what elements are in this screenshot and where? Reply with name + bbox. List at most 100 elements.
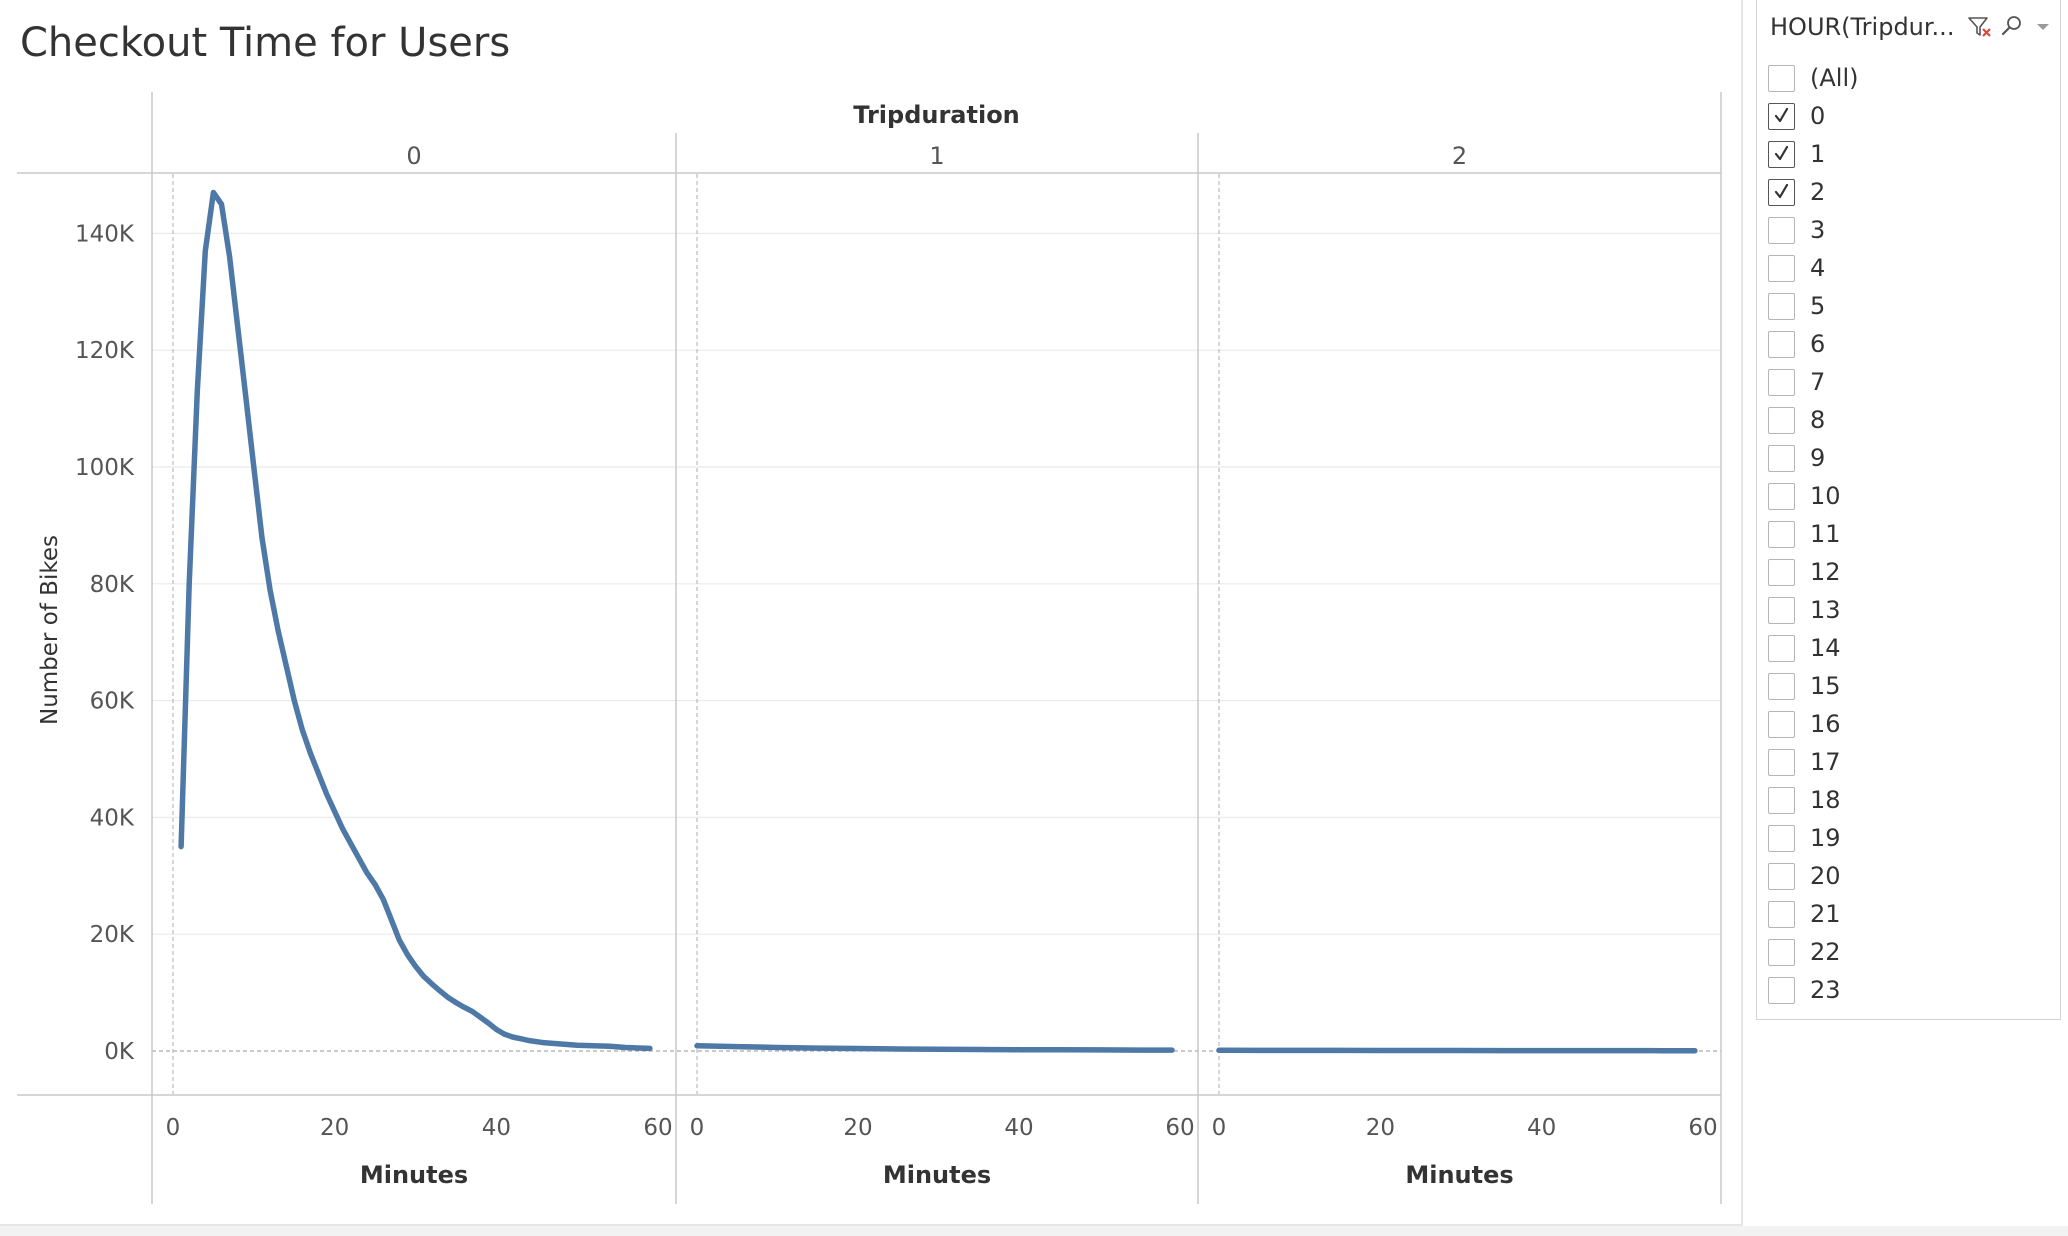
filter-item-label: 23 bbox=[1810, 976, 1841, 1004]
checkbox[interactable] bbox=[1768, 559, 1795, 586]
y-tick-label: 0K bbox=[104, 1039, 135, 1065]
checkbox[interactable] bbox=[1768, 445, 1795, 472]
filter-item-label: 5 bbox=[1810, 292, 1826, 320]
filter-item[interactable]: 18 bbox=[1768, 785, 2048, 821]
x-axis-title: Minutes bbox=[1405, 1161, 1513, 1189]
filter-item[interactable]: 15 bbox=[1768, 671, 2048, 707]
checkbox[interactable] bbox=[1768, 749, 1795, 776]
checkbox[interactable] bbox=[1768, 369, 1795, 396]
series-line-panel-0 bbox=[178, 189, 653, 1052]
search-icon[interactable] bbox=[1999, 14, 2025, 40]
filter-item-label: 21 bbox=[1810, 900, 1841, 928]
filter-item[interactable]: 10 bbox=[1768, 481, 2048, 517]
filter-title: HOUR(Tripdur... bbox=[1770, 13, 1955, 41]
x-axis-title: Minutes bbox=[360, 1161, 468, 1189]
filter-card: HOUR(Tripdur... (All) 0 1 2 3 4 5 6 7 8 9 10 11 12 13 1… bbox=[1756, 0, 2061, 1020]
checkbox[interactable] bbox=[1768, 331, 1795, 358]
filter-item-label: 14 bbox=[1810, 634, 1841, 662]
filter-item-label: 22 bbox=[1810, 938, 1841, 966]
checkbox[interactable] bbox=[1768, 635, 1795, 662]
filter-item[interactable]: 14 bbox=[1768, 633, 2048, 669]
checkbox[interactable] bbox=[1768, 711, 1795, 738]
x-tick-label: 20 bbox=[320, 1115, 349, 1141]
filter-item-label: 12 bbox=[1810, 558, 1841, 586]
status-strip bbox=[0, 1226, 2068, 1236]
filter-item-label: 3 bbox=[1810, 216, 1826, 244]
filter-item[interactable]: 17 bbox=[1768, 747, 2048, 783]
filter-item-label: 0 bbox=[1810, 102, 1826, 130]
checkbox[interactable] bbox=[1768, 255, 1795, 282]
filter-item[interactable]: 16 bbox=[1768, 709, 2048, 745]
filter-item[interactable]: (All) bbox=[1768, 63, 2048, 99]
x-tick-label: 60 bbox=[1165, 1115, 1194, 1141]
checkbox[interactable] bbox=[1768, 977, 1795, 1004]
x-tick-label: 40 bbox=[1527, 1115, 1556, 1141]
filter-item[interactable]: 9 bbox=[1768, 443, 2048, 479]
filter-item[interactable]: 11 bbox=[1768, 519, 2048, 555]
checkbox[interactable] bbox=[1768, 521, 1795, 548]
filter-item[interactable]: 7 bbox=[1768, 367, 2048, 403]
checkbox[interactable] bbox=[1768, 103, 1795, 130]
checkbox[interactable] bbox=[1768, 787, 1795, 814]
check-icon bbox=[1774, 145, 1789, 161]
y-tick-label: 40K bbox=[90, 805, 135, 831]
filter-item[interactable]: 12 bbox=[1768, 557, 2048, 593]
filter-item[interactable]: 6 bbox=[1768, 329, 2048, 365]
series-line-panel-1 bbox=[694, 1042, 1175, 1053]
checkbox[interactable] bbox=[1768, 483, 1795, 510]
checkbox[interactable] bbox=[1768, 901, 1795, 928]
filter-item[interactable]: 0 bbox=[1768, 101, 2048, 137]
checkbox[interactable] bbox=[1768, 65, 1795, 92]
checkbox[interactable] bbox=[1768, 407, 1795, 434]
y-axis-title: Number of Bikes bbox=[37, 535, 63, 725]
filter-item[interactable]: 13 bbox=[1768, 595, 2048, 631]
column-header-title: Tripduration bbox=[853, 101, 1020, 129]
checkbox[interactable] bbox=[1768, 141, 1795, 168]
y-tick-label: 120K bbox=[75, 338, 135, 364]
filter-clear-icon[interactable] bbox=[1967, 14, 1993, 40]
filter-item[interactable]: 1 bbox=[1768, 139, 2048, 175]
worksheet: Checkout Time for Users Tripduration 0 1 2 0… bbox=[0, 0, 1743, 1226]
filter-item-label: 11 bbox=[1810, 520, 1841, 548]
checkbox[interactable] bbox=[1768, 939, 1795, 966]
x-tick-label: 40 bbox=[1004, 1115, 1033, 1141]
filter-item[interactable]: 19 bbox=[1768, 823, 2048, 859]
filter-item-label: 16 bbox=[1810, 710, 1841, 738]
filter-item-label: 18 bbox=[1810, 786, 1841, 814]
filter-item-label: 9 bbox=[1810, 444, 1826, 472]
check-icon bbox=[1774, 107, 1789, 123]
filter-item-label: 8 bbox=[1810, 406, 1826, 434]
x-tick-label: 60 bbox=[643, 1115, 672, 1141]
filter-item[interactable]: 23 bbox=[1768, 975, 2048, 1011]
y-tick-label: 100K bbox=[75, 455, 135, 481]
filter-item[interactable]: 2 bbox=[1768, 177, 2048, 213]
x-tick-label: 0 bbox=[690, 1115, 705, 1141]
filter-item-label: 20 bbox=[1810, 862, 1841, 890]
checkbox[interactable] bbox=[1768, 863, 1795, 890]
filter-item-label: 13 bbox=[1810, 596, 1841, 624]
checkbox[interactable] bbox=[1768, 179, 1795, 206]
filter-item-label: (All) bbox=[1810, 64, 1859, 92]
filter-item[interactable]: 21 bbox=[1768, 899, 2048, 935]
y-tick-label: 20K bbox=[90, 922, 135, 948]
page-title: Checkout Time for Users bbox=[20, 20, 511, 66]
filter-item[interactable]: 22 bbox=[1768, 937, 2048, 973]
x-axis-title: Minutes bbox=[883, 1161, 991, 1189]
filter-item-label: 19 bbox=[1810, 824, 1841, 852]
filter-item-label: 15 bbox=[1810, 672, 1841, 700]
filter-item-label: 2 bbox=[1810, 178, 1826, 206]
filter-item[interactable]: 3 bbox=[1768, 215, 2048, 251]
filter-item[interactable]: 20 bbox=[1768, 861, 2048, 897]
y-tick-label: 140K bbox=[75, 221, 135, 247]
filter-item[interactable]: 5 bbox=[1768, 291, 2048, 327]
dropdown-icon[interactable] bbox=[2032, 14, 2058, 40]
checkbox[interactable] bbox=[1768, 597, 1795, 624]
checkbox[interactable] bbox=[1768, 293, 1795, 320]
checkbox[interactable] bbox=[1768, 217, 1795, 244]
filter-item[interactable]: 4 bbox=[1768, 253, 2048, 289]
filter-item[interactable]: 8 bbox=[1768, 405, 2048, 441]
checkbox[interactable] bbox=[1768, 673, 1795, 700]
panel-header-label: 2 bbox=[1452, 142, 1467, 170]
checkbox[interactable] bbox=[1768, 825, 1795, 852]
